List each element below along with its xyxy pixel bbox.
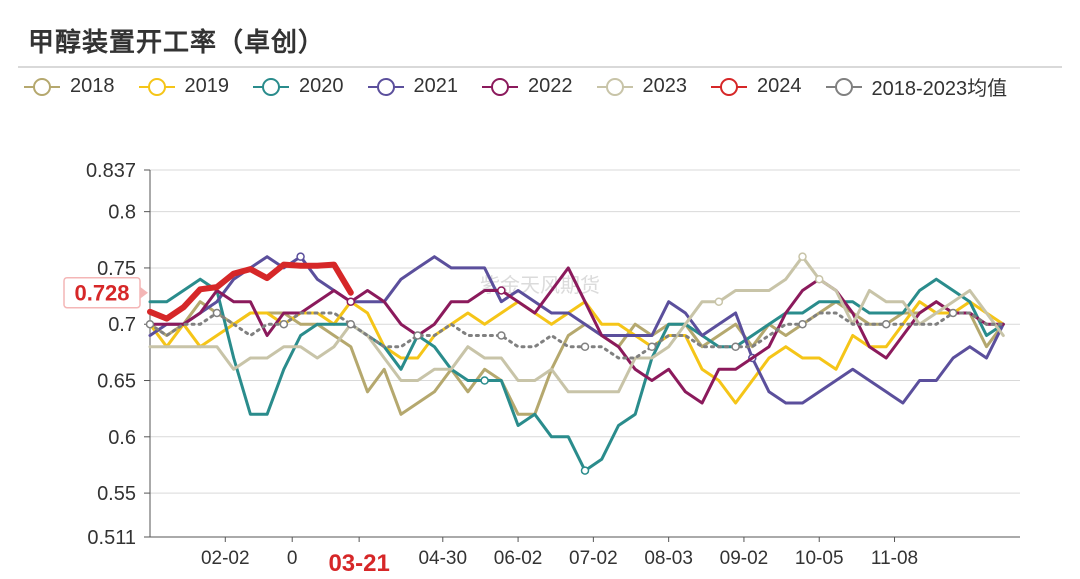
legend-marker-2018-2023均值 [834,77,853,96]
legend-marker-2019 [147,77,166,96]
series-point-2022 [497,286,506,295]
current-value-badge: 0.728 [63,276,148,309]
legend-line-circle-icon [596,77,633,96]
series-point-2018-2023均值 [145,319,155,329]
chart-title: 甲醇装置开工率（卓创） [28,28,326,58]
series-point-2021 [296,252,305,261]
x-tick-label: 09-02 [720,548,769,569]
chart-legend: 2018 2019 2020 2021 2022 2023 2024 2018-2023均值 [22,72,1029,101]
series-line-2019 [148,300,1005,405]
current-value-label: 0.728 [74,281,129,306]
x-tick-label: 07-02 [569,548,618,569]
legend-line-circle-icon [138,77,175,96]
x-tick-label: 10-05 [795,548,844,569]
legend-marker-2024 [720,77,738,96]
legend-label: 2019 [184,75,230,97]
series-point-2018-2023均值 [731,342,740,351]
series-point-2018-2023均值 [346,319,356,329]
legend-line-circle-icon [24,77,60,96]
series-point-2023 [814,274,824,284]
legend-item-2022[interactable]: 2022 [480,75,573,99]
legend-line-circle-icon [482,77,518,96]
legend-item-2018[interactable]: 2018 [22,75,115,99]
series-line-2022 [148,266,1005,405]
x-tick-label-current: 03-21 [328,550,389,577]
x-tick-label: 11-08 [871,548,918,569]
title-divider [18,66,1062,68]
legend-marker-2022 [491,77,509,96]
series-point-2018-2023均值 [497,331,506,340]
y-tick-label: 0.7 [108,314,136,336]
legend-item-2018-2023均值[interactable]: 2018-2023均值 [824,72,1008,101]
x-tick-label: 04-30 [418,548,467,569]
legend-item-2021[interactable]: 2021 [366,75,459,99]
series-point-2018-2023均值 [798,319,807,329]
series-point-2018-2023均值 [881,319,891,329]
legend-marker-2021 [376,77,395,96]
legend-marker-2020 [262,77,280,96]
legend-line-circle-icon [253,77,289,96]
y-tick-label: 0.75 [97,258,136,280]
x-tick-label: 0 [287,548,298,569]
series-point-2020 [580,466,590,475]
y-tick-label: 0.55 [97,483,136,505]
y-tick-label: 0.837 [86,160,136,182]
legend-line-circle-icon [367,77,404,96]
legend-item-2019[interactable]: 2019 [137,75,230,99]
legend-item-2023[interactable]: 2023 [595,75,688,99]
series-line-2023 [148,255,1005,394]
y-tick-label: 0.65 [97,371,136,393]
legend-label: 2021 [413,75,459,97]
series-point-2018-2023均值 [580,342,590,351]
legend-marker-2018 [33,77,51,96]
legend-label: 2024 [757,75,802,97]
series-point-2018-2023均值 [647,342,657,351]
series-point-2020 [480,376,489,385]
legend-label: 2020 [299,75,344,97]
legend-label: 2023 [642,75,688,97]
legend-item-2020[interactable]: 2020 [251,75,344,99]
series-line-2024 [147,261,354,322]
legend-label: 2018-2023均值 [871,78,1008,100]
y-tick-label: 0.6 [108,427,136,449]
y-tick-label: 0.511 [87,527,136,549]
series-point-2018-2023均值 [413,331,422,340]
x-tick-label: 02-02 [201,548,250,569]
series-point-2022 [346,297,356,306]
x-tick-label: 06-02 [494,548,543,569]
legend-line-circle-icon [825,77,862,96]
current-value-pointer [140,286,148,299]
legend-label: 2022 [528,75,573,97]
legend-item-2024[interactable]: 2024 [709,75,802,99]
series-point-2018-2023均值 [212,308,222,318]
y-tick-label: 0.8 [108,202,136,224]
series-line-2018-2023均值 [148,311,1005,360]
x-tick-label: 08-03 [644,548,693,569]
series-point-2018-2023均值 [948,308,958,318]
series-point-2018-2023均值 [279,319,289,329]
legend-label: 2018 [70,75,115,97]
series-point-2023 [714,297,724,306]
series-point-2023 [798,252,807,261]
legend-line-circle-icon [711,77,747,96]
legend-marker-2023 [605,77,624,96]
